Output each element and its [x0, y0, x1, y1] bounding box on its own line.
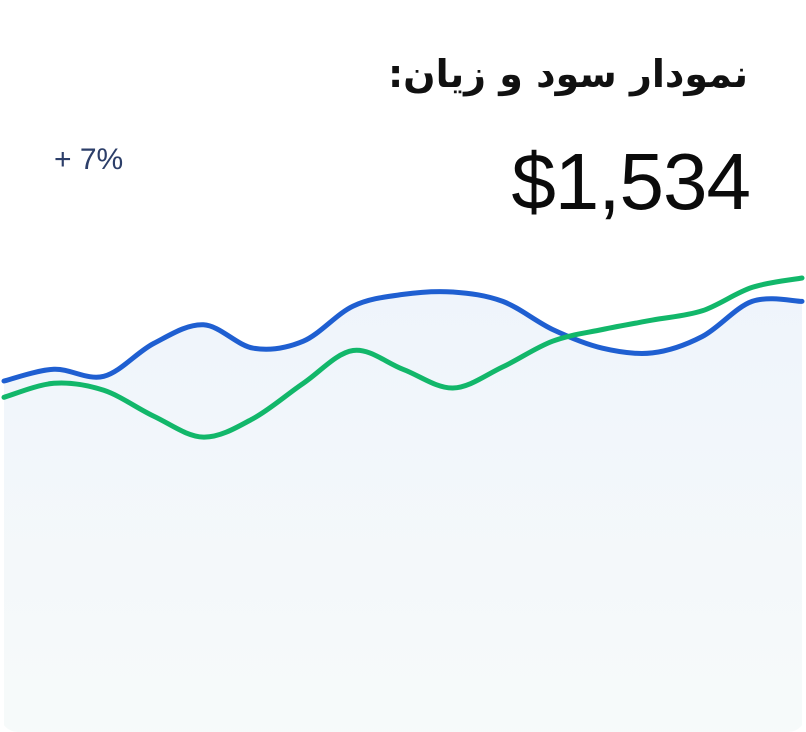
change-percent: + 7%: [54, 143, 124, 176]
card-title: نمودار سود و زیان:: [387, 52, 748, 96]
total-amount: $1,534: [511, 137, 751, 226]
series-line-1: [1, 289, 805, 384]
series-area-fill: [4, 291, 802, 732]
series-line-2: [1, 275, 805, 440]
